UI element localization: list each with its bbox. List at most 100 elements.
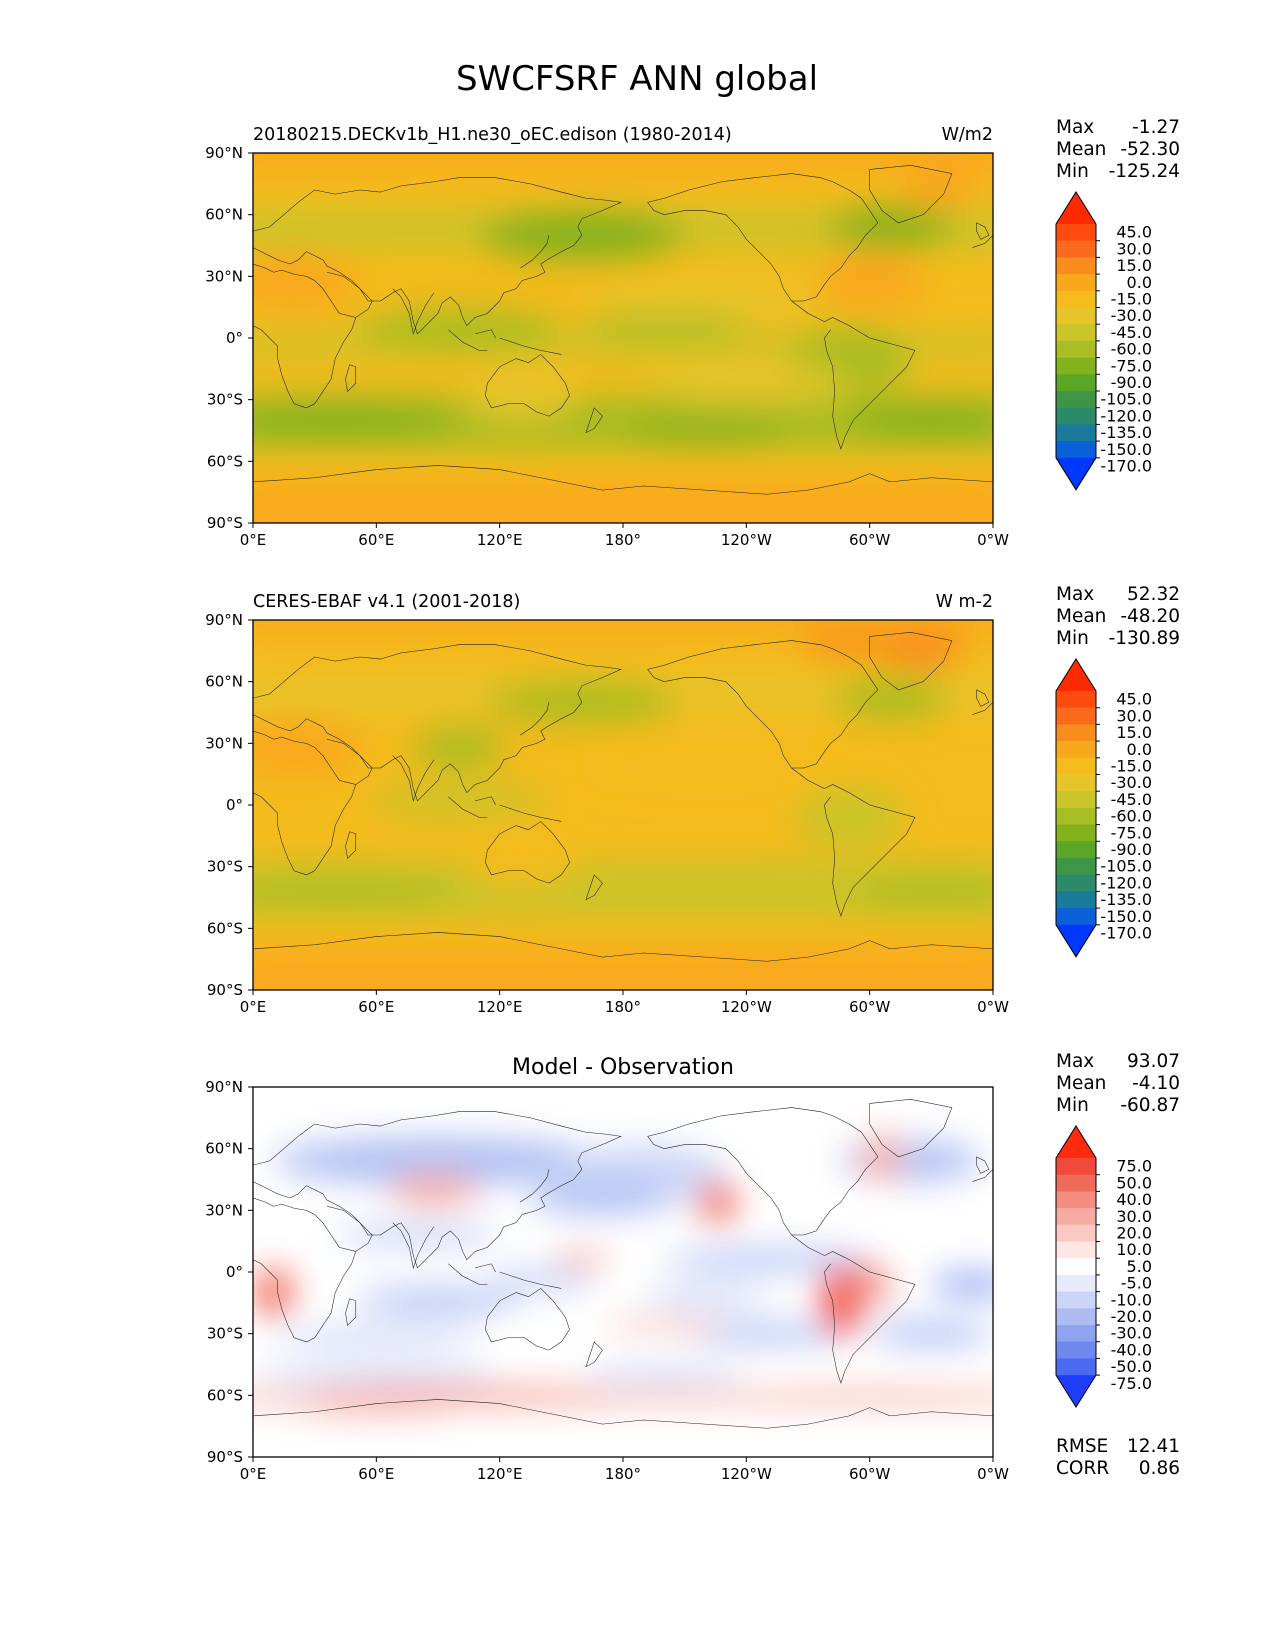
colorbar-tick-label: 15.0 [1116,723,1152,742]
stat-value: -1.27 [1132,117,1180,138]
colorbar-extend-max [1056,192,1096,224]
colorbar-segment [1056,707,1096,725]
x-tick-label: 180° [605,1465,641,1483]
colorbar-segment [1056,791,1096,809]
colorbar-segment [1056,1158,1096,1176]
y-tick-label: 90°S [207,1448,243,1466]
colorbar-segment [1056,1224,1096,1242]
colorbar-segment [1056,407,1096,425]
stat-value: -52.30 [1120,139,1180,160]
colorbar-tick-label: 15.0 [1116,256,1152,275]
colorbar-tick-label: -20.0 [1111,1307,1152,1326]
x-tick-label: 120°E [477,1465,523,1483]
y-tick-label: 30°S [207,858,243,876]
x-tick-label: 180° [605,998,641,1016]
colorbar-segment [1056,224,1096,242]
stat-value: 93.07 [1127,1051,1180,1072]
panel-difference: Model - Observation [205,1051,1180,1483]
colorbar-tick-label: -150.0 [1100,440,1152,459]
colorbar-segment [1056,1358,1096,1376]
colorbar-segment [1056,340,1096,358]
colorbar-tick-label: -120.0 [1100,406,1152,425]
colorbar-tick-label: -40.0 [1111,1340,1152,1359]
colorbar-tick-label: 0.0 [1127,273,1152,292]
x-tick-label: 0°W [977,998,1009,1016]
x-tick-label: 0°E [240,1465,267,1483]
figure-title: SWCFSRF ANN global [456,59,818,99]
x-tick-label: 60°W [849,998,891,1016]
colorbar-segment [1056,1341,1096,1359]
colorbar-segment [1056,307,1096,325]
colorbar-extend-max [1056,659,1096,691]
y-tick-label: 60°N [205,673,243,691]
x-tick-label: 0°E [240,998,267,1016]
colorbar-tick-label: -50.0 [1111,1357,1152,1376]
stat-label: Mean [1056,606,1106,627]
panel-difference-bottom-stats: RMSE 12.41 CORR 0.86 [1056,1436,1180,1479]
y-tick-label: 30°N [205,734,243,752]
x-tick-label: 60°E [358,998,394,1016]
colorbar-segment [1056,274,1096,292]
y-tick-label: 60°N [205,206,243,224]
panel-model-left-title: 20180215.DECKv1b_H1.ne30_oEC.edison (198… [253,125,732,145]
x-tick-label: 180° [605,531,641,549]
x-tick-label: 60°W [849,531,891,549]
colorbar-tick-label: -135.0 [1100,423,1152,442]
colorbar-tick-label: -5.0 [1121,1274,1152,1293]
stat-value: -48.20 [1120,606,1180,627]
y-tick-label: 30°N [205,1201,243,1219]
colorbar-segment [1056,1308,1096,1326]
y-tick-label: 90°S [207,514,243,532]
colorbar-segment [1056,741,1096,759]
stat-label: Min [1056,1095,1089,1116]
colorbar-segment [1056,1174,1096,1192]
colorbar-tick-label: -15.0 [1111,757,1152,776]
colorbar-segment [1056,441,1096,459]
panel-model-map [253,153,993,523]
colorbar-tick-label: -135.0 [1100,890,1152,909]
colorbar-tick-label: -45.0 [1111,323,1152,342]
colorbar-segment [1056,240,1096,258]
panel-observation: CERES-EBAF v4.1 (2001-2018) W m-2 [205,584,1180,1016]
y-tick-label: 90°N [205,611,243,629]
colorbar-segment [1056,290,1096,308]
stat-label: RMSE [1056,1436,1108,1457]
colorbar-tick-label: 30.0 [1116,1207,1152,1226]
colorbar-segment [1056,757,1096,775]
colorbar-tick-label: -75.0 [1111,356,1152,375]
colorbar-tick-label: -90.0 [1111,373,1152,392]
panel-difference-stats: Max 93.07 Mean -4.10 Min -60.87 [1056,1051,1180,1116]
colorbar-tick-label: 40.0 [1116,1190,1152,1209]
colorbar-segment [1056,357,1096,375]
colorbar-tick-label: -10.0 [1111,1290,1152,1309]
colorbar-tick-label: -75.0 [1111,1374,1152,1393]
colorbar-extend-min [1056,457,1096,490]
stat-label: Mean [1056,139,1106,160]
stat-value: 0.86 [1139,1458,1180,1479]
y-tick-label: 60°N [205,1140,243,1158]
colorbar-segment [1056,891,1096,909]
colorbar-segment [1056,908,1096,926]
panel-difference-colorbar: 75.050.040.030.020.010.05.0-5.0-10.0-20.… [1055,1125,1152,1409]
colorbar-segment [1056,324,1096,342]
colorbar-segment [1056,774,1096,792]
y-tick-label: 60°S [207,1386,243,1404]
panel-observation-stats: Max 52.32 Mean -48.20 Min -130.89 [1056,584,1180,649]
colorbar-tick-label: 10.0 [1116,1240,1152,1259]
panel-difference-map [253,1087,993,1457]
colorbar-tick-label: -60.0 [1111,807,1152,826]
colorbar-segment [1056,807,1096,825]
x-tick-label: 0°W [977,531,1009,549]
stat-label: Min [1056,628,1089,649]
stat-value: 12.41 [1127,1436,1180,1457]
colorbar-tick-label: 20.0 [1116,1224,1152,1243]
panel-observation-map [253,620,993,990]
colorbar-segment [1056,391,1096,409]
colorbar-tick-label: -30.0 [1111,306,1152,325]
stat-label: Mean [1056,1073,1106,1094]
colorbar-tick-label: 30.0 [1116,706,1152,725]
colorbar-tick-label: -150.0 [1100,907,1152,926]
panel-model-units: W/m2 [942,125,993,145]
colorbar-segment [1056,1258,1096,1276]
colorbar-tick-label: 50.0 [1116,1173,1152,1192]
